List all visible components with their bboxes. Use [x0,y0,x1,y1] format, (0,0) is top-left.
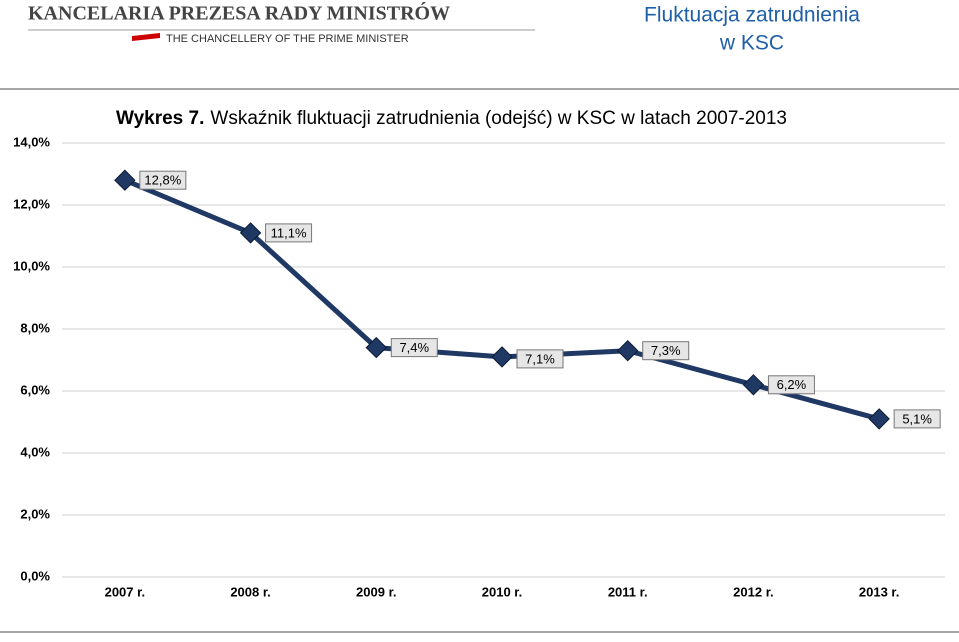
value-label: 12,8% [144,173,181,188]
value-label: 7,4% [399,340,429,355]
y-tick-label: 6,0% [20,382,50,397]
logo-title: KANCELARIA PREZESA RADY MINISTRÓW [28,1,450,25]
marker [742,374,765,396]
x-tick-label: 2007 r. [105,584,146,599]
y-tick-label: 0,0% [20,568,50,583]
value-label-box [516,349,564,369]
y-tick-label: 12,0% [13,196,50,211]
marker [868,408,890,430]
value-label: 11,1% [271,225,307,240]
marker [617,339,639,362]
value-label-box [390,338,438,358]
y-tick-label: 2,0% [20,506,50,521]
x-tick-label: 2013 r. [859,584,900,599]
x-tick-label: 2010 r. [482,584,523,599]
slide-title: Fluktuacja zatrudnienia [644,4,860,27]
chart-title-text: Wskaźnik fluktuacji zatrudnienia (odejść… [210,108,787,129]
value-label-box [893,409,941,429]
marker [114,169,136,191]
y-tick-label: 14,0% [13,134,50,149]
value-label-box [767,375,815,395]
value-label: 7,1% [525,351,555,366]
x-tick-label: 2009 r. [356,584,397,599]
marker [365,336,387,359]
chart-label: Wykres 7. [116,108,204,129]
value-label-box [642,341,690,361]
logo-subtitle: THE CHANCELLERY OF THE PRIME MINISTER [166,33,409,45]
logo-flag [132,33,160,41]
value-label: 6,2% [777,377,807,392]
y-tick-label: 10,0% [13,258,50,273]
x-tick-label: 2008 r. [230,584,271,599]
value-label: 5,1% [902,411,932,426]
data-line [123,177,880,422]
slide-title: w KSC [719,32,784,55]
value-label-box [265,223,313,243]
y-tick-label: 4,0% [20,444,50,459]
value-label: 7,3% [651,343,681,358]
marker [491,346,513,368]
x-tick-label: 2011 r. [608,584,648,599]
marker [239,222,262,244]
value-label-box [139,170,187,190]
x-tick-label: 2012 r. [733,584,774,599]
y-tick-label: 8,0% [20,320,50,335]
chart-title: Wykres 7. Wskaźnik fluktuacji zatrudnieni… [116,108,787,129]
